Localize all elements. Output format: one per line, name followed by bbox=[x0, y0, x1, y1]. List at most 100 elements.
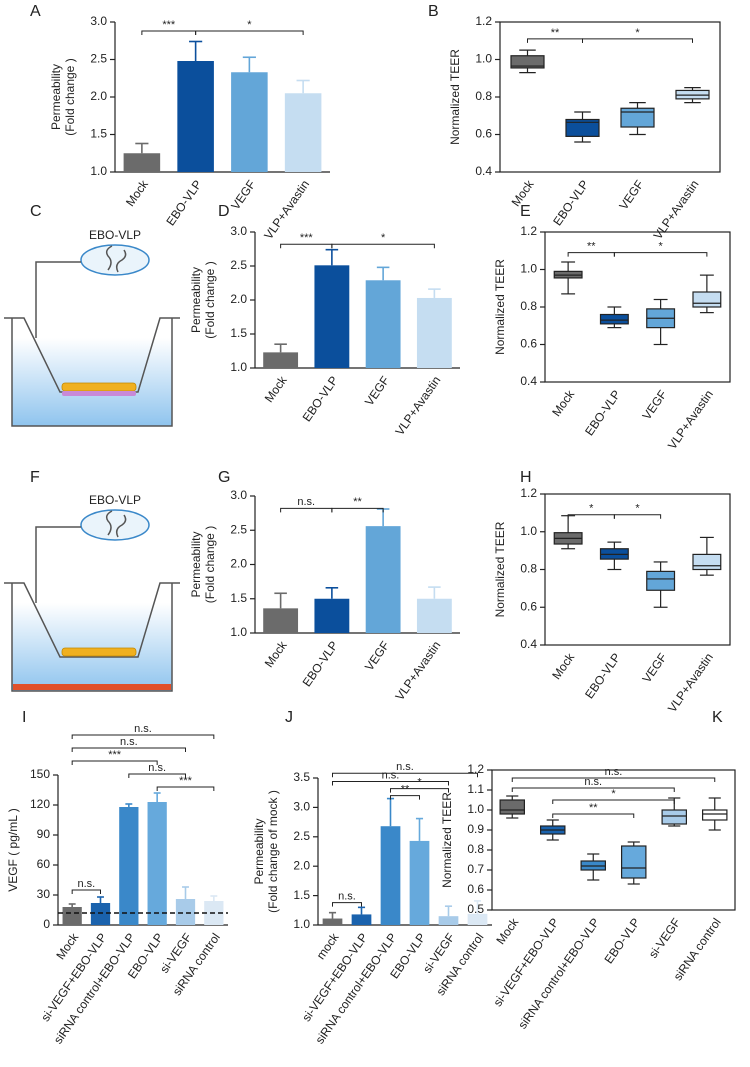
x-tick-label: Mock bbox=[262, 373, 290, 405]
y-tick-label: 1.5 bbox=[90, 127, 107, 141]
y-tick-label: 2.5 bbox=[230, 258, 247, 272]
significance-bracket bbox=[71, 734, 215, 739]
panel-letter: C bbox=[30, 203, 42, 220]
y-tick-label: 1.2 bbox=[520, 486, 537, 500]
y-tick-label: 0.8 bbox=[520, 562, 537, 576]
vlp-oval bbox=[80, 509, 150, 541]
bar bbox=[409, 840, 430, 925]
x-tick-label: VLP+Avastin bbox=[665, 651, 716, 715]
significance-label: n.s. bbox=[338, 891, 356, 903]
bar bbox=[438, 916, 459, 925]
bar bbox=[175, 899, 196, 925]
significance-bracket bbox=[390, 795, 420, 800]
y-tick-label: 1.1 bbox=[467, 782, 484, 796]
significance-label: ** bbox=[401, 784, 410, 796]
y-tick-label: 1.0 bbox=[520, 524, 537, 538]
significance-label: n.s. bbox=[148, 762, 166, 774]
bar bbox=[90, 903, 111, 925]
bar bbox=[62, 907, 82, 925]
y-tick-label: 0.6 bbox=[520, 337, 537, 351]
y-axis-title: Permeability bbox=[189, 531, 203, 597]
arrow bbox=[30, 526, 81, 616]
significance-label: n.s. bbox=[605, 766, 623, 778]
y-axis-title: (Fold change of mock ) bbox=[266, 790, 280, 913]
medium bbox=[12, 338, 172, 426]
box bbox=[565, 118, 600, 137]
y-tick-label: 1.0 bbox=[230, 360, 247, 374]
x-tick-label: EBO-VLP bbox=[582, 651, 623, 702]
significance-bracket bbox=[71, 760, 158, 765]
vlp-oval bbox=[80, 244, 150, 276]
significance-label: * bbox=[417, 776, 422, 788]
y-axis-title: Normalized TEER bbox=[493, 521, 507, 617]
significance-bracket bbox=[390, 788, 449, 793]
bar bbox=[380, 826, 401, 925]
y-tick-label: 0.6 bbox=[467, 882, 484, 896]
significance-label: n.s. bbox=[396, 761, 414, 773]
x-tick-label: EBO-VLP bbox=[582, 388, 623, 439]
y-tick-label: 1.2 bbox=[467, 762, 484, 776]
bar bbox=[365, 526, 401, 633]
significance-bracket bbox=[527, 38, 583, 43]
virus-icon bbox=[105, 245, 127, 273]
panel-letter: K bbox=[712, 709, 723, 726]
transwell-diagram: C EBO-VLP bbox=[4, 203, 180, 427]
y-tick-label: 1.0 bbox=[520, 262, 537, 276]
bottom-cell-layer bbox=[13, 684, 171, 690]
box bbox=[499, 799, 526, 815]
y-tick-label: 1.5 bbox=[293, 888, 310, 902]
box bbox=[620, 107, 655, 128]
bar bbox=[177, 61, 214, 172]
significance-bracket bbox=[613, 514, 662, 519]
y-axis-title: Permeability bbox=[49, 64, 63, 130]
well bbox=[11, 583, 173, 692]
y-tick-label: 1.5 bbox=[230, 326, 247, 340]
x-tick-label: VEGF bbox=[362, 639, 392, 674]
significance-label: *** bbox=[179, 775, 193, 787]
diagram-label: EBO-VLP bbox=[89, 228, 141, 242]
plot-frame bbox=[491, 769, 736, 911]
y-tick-label: 150 bbox=[30, 767, 50, 781]
y-tick-label: 1.0 bbox=[475, 52, 492, 66]
y-tick-label: 0.8 bbox=[520, 299, 537, 313]
x-tick-label: mock bbox=[314, 930, 342, 962]
bar bbox=[123, 153, 161, 172]
bar bbox=[284, 93, 322, 172]
bar bbox=[119, 807, 139, 925]
significance-bracket bbox=[552, 813, 635, 818]
membrane bbox=[62, 391, 136, 396]
y-tick-label: 1.0 bbox=[467, 802, 484, 816]
y-tick-label: 1.2 bbox=[475, 14, 492, 28]
significance-bracket bbox=[141, 30, 197, 35]
x-tick-label: VLP+Avastin bbox=[392, 639, 443, 703]
y-tick-label: 0.4 bbox=[520, 374, 537, 388]
box bbox=[599, 313, 629, 325]
significance-bracket bbox=[511, 787, 675, 792]
y-tick-label: 3.0 bbox=[90, 14, 107, 28]
y-tick-label: 90 bbox=[37, 827, 51, 841]
bar bbox=[467, 913, 488, 925]
box bbox=[510, 55, 545, 69]
x-tick-label: VEGF bbox=[639, 651, 669, 686]
box bbox=[692, 553, 722, 571]
x-tick-label: Mock bbox=[549, 387, 577, 419]
x-tick-label: si-VEGF bbox=[646, 916, 683, 961]
x-tick-label: VEGF bbox=[362, 374, 392, 409]
y-tick-label: 1.2 bbox=[520, 224, 537, 238]
box bbox=[661, 809, 687, 825]
y-axis-title: VEGF ( pg/mL ) bbox=[6, 808, 20, 892]
significance-label: * bbox=[611, 788, 616, 800]
bar bbox=[365, 280, 401, 368]
panel-letter: G bbox=[218, 469, 230, 486]
x-tick-label: siRNA control+EBO-VLP bbox=[515, 916, 602, 1032]
y-tick-label: 2.5 bbox=[90, 52, 107, 66]
significance-bracket bbox=[128, 773, 186, 778]
significance-label: *** bbox=[108, 749, 122, 761]
diagram-label: EBO-VLP bbox=[89, 493, 141, 507]
x-tick-label: Mock bbox=[262, 638, 290, 670]
x-tick-label: VEGF bbox=[639, 388, 669, 423]
significance-bracket bbox=[280, 507, 333, 513]
significance-label: ** bbox=[551, 27, 560, 39]
cell-layer bbox=[61, 647, 137, 657]
